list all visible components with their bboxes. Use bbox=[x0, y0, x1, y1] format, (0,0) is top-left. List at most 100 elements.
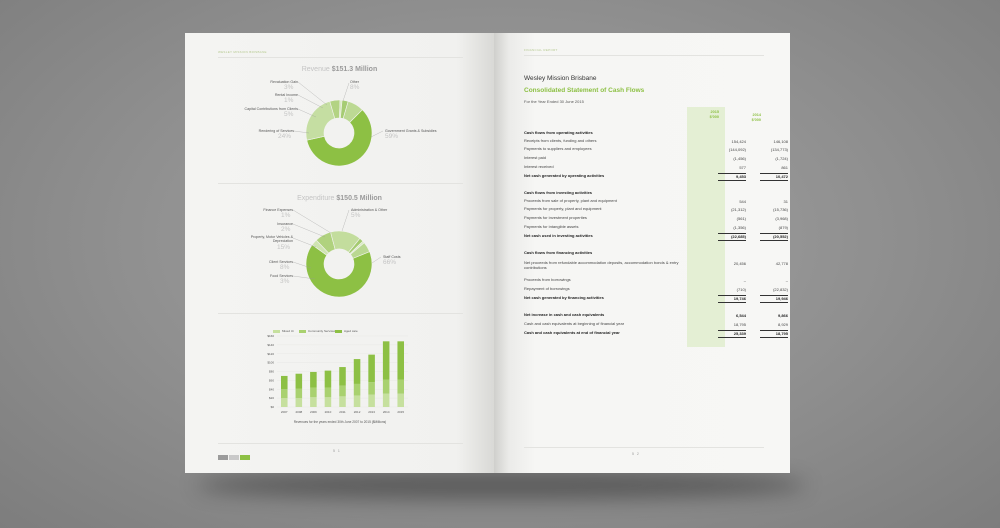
bar-y-tick-label: $100 bbox=[267, 361, 274, 365]
expenditure-slice-0 bbox=[305, 244, 373, 298]
bar-2009-2 bbox=[310, 371, 317, 388]
total-rule bbox=[760, 330, 788, 331]
bar-y-tick-label: $140 bbox=[267, 343, 274, 347]
leader-line-1 bbox=[297, 94, 324, 109]
bar-2011-1 bbox=[339, 385, 346, 397]
row-description: Net cash generated by financing activiti… bbox=[524, 295, 604, 300]
total-rule bbox=[760, 337, 788, 338]
revenue-pct-revaluation: 3% bbox=[284, 84, 294, 91]
total-rule bbox=[718, 233, 746, 234]
row-value-2014: 19,946 bbox=[775, 296, 788, 301]
bar-2012-0 bbox=[353, 395, 361, 407]
total-rule bbox=[718, 302, 746, 303]
total-rule bbox=[718, 295, 746, 296]
left-page-number: 5 1 bbox=[333, 449, 341, 453]
row-value-2014: 10,472 bbox=[775, 174, 788, 179]
bar-2008-2 bbox=[295, 373, 303, 389]
table-row: Net cash used in investing activities (22… bbox=[524, 233, 788, 242]
current-year-column-highlight bbox=[687, 107, 725, 347]
total-rule bbox=[760, 180, 788, 181]
row-value-2014: 18,795 bbox=[775, 331, 788, 336]
leader-line-3 bbox=[293, 130, 310, 134]
row-value-2014: (20,552) bbox=[773, 234, 788, 239]
revenue-label-other: Other bbox=[350, 80, 359, 84]
row-value-2014: – bbox=[785, 278, 788, 283]
bar-2007-0 bbox=[281, 398, 288, 407]
bar-y-tick-label: $60 bbox=[269, 378, 274, 382]
column-header-2014: 2014 $'000 bbox=[751, 113, 761, 122]
expenditure-label-admin: Administration & Other bbox=[351, 208, 388, 212]
table-row: Repayment of borrowings (710) (22,832) bbox=[524, 286, 788, 295]
row-value-2015: (144,092) bbox=[728, 147, 746, 152]
table-row: Net increase in cash and cash equivalent… bbox=[524, 312, 788, 321]
bar-x-tick-label: 2014 bbox=[383, 410, 390, 414]
bar-y-tick-label: $120 bbox=[267, 352, 274, 356]
table-row: Interest received 577 861 bbox=[524, 164, 788, 173]
table-row: Interest paid (1,456) (1,724) bbox=[524, 155, 788, 164]
bar-legend-item-3: Aged care bbox=[335, 329, 358, 333]
right-page-number: 5 2 bbox=[632, 452, 640, 456]
expenditure-pct-food-services: 3% bbox=[280, 278, 290, 285]
total-rule bbox=[760, 173, 788, 174]
bar-2013-2 bbox=[368, 354, 375, 383]
bar-2010-1 bbox=[324, 387, 332, 398]
bar-legend-item-2: Community Services bbox=[299, 329, 336, 333]
expenditure-label-property: Property, Motor Vehicles & Depreciation bbox=[250, 235, 293, 243]
row-value-2014: (1,724) bbox=[775, 156, 788, 161]
row-value-2014: (15,736) bbox=[773, 207, 788, 212]
revenue-label-rendering: Rendering of Services bbox=[258, 129, 294, 133]
left-page: WESLEY MISSION BRISBANE Revenue $151.3 M… bbox=[185, 33, 494, 473]
row-description: Cash flows from investing activities bbox=[524, 190, 593, 195]
row-description: Cash and cash equivalents at end of fina… bbox=[524, 330, 620, 335]
leader-line-11 bbox=[341, 209, 350, 232]
row-value-2015: 19,746 bbox=[733, 296, 746, 301]
row-description: Payments to suppliers and employees bbox=[524, 146, 592, 151]
revenue-label-capital: Capital Contributions from Clients bbox=[244, 107, 298, 111]
revenue-label-revaluation: Revaluation Gain bbox=[270, 80, 298, 84]
swatch-green bbox=[240, 455, 250, 460]
footer-rule-right bbox=[524, 447, 764, 448]
row-description: Repayment of borrowings bbox=[524, 286, 570, 291]
bar-2008-0 bbox=[295, 398, 303, 407]
bar-2015-1 bbox=[397, 379, 404, 394]
revenue-bar-chart: $0 $20 $40 $60 $80 $100 $120 $140 $160 2007 2008 20… bbox=[267, 334, 408, 414]
leader-line-10 bbox=[292, 275, 316, 280]
bar-x-tick-label: 2007 bbox=[281, 410, 288, 414]
expenditure-pct-client-services: 8% bbox=[280, 264, 290, 271]
revenue-pct-capital: 5% bbox=[284, 111, 294, 118]
row-value-2014: (22,832) bbox=[773, 287, 788, 292]
bar-2015-0 bbox=[397, 393, 404, 407]
leader-line-6 bbox=[292, 209, 332, 234]
revenue-pct-rendering: 24% bbox=[278, 133, 292, 140]
bar-2008-1 bbox=[295, 388, 303, 399]
total-rule bbox=[718, 240, 746, 241]
total-rule bbox=[760, 233, 788, 234]
statement-title: Consolidated Statement of Cash Flows bbox=[524, 87, 645, 94]
right-page-header: FINANCIAL REPORT bbox=[524, 48, 558, 52]
total-rule bbox=[760, 295, 788, 296]
row-value-2015: 577 bbox=[739, 165, 746, 170]
bar-2007-1 bbox=[281, 389, 288, 399]
bar-2010-0 bbox=[324, 397, 332, 407]
row-description: Cash flows from operating activities bbox=[524, 130, 593, 135]
bar-2013-1 bbox=[368, 382, 375, 395]
total-rule bbox=[718, 180, 746, 181]
swatch-grey-light bbox=[229, 455, 239, 460]
bar-2015-2 bbox=[397, 341, 404, 380]
bar-x-tick-label: 2012 bbox=[354, 410, 361, 414]
row-value-2015: (22,685) bbox=[731, 234, 746, 239]
leader-line-12 bbox=[371, 256, 382, 264]
bar-chart-caption: Revenues for the years ended 30th June 2… bbox=[293, 420, 387, 424]
row-description: Payments for property, plant and equipme… bbox=[524, 206, 602, 211]
table-row: Net proceeds from refundable accommodati… bbox=[524, 260, 788, 269]
table-row: Receipts from clients, funding and other… bbox=[524, 138, 788, 147]
brochure-shadow bbox=[196, 470, 806, 500]
row-value-2015: 9,453 bbox=[735, 174, 746, 179]
row-value-2014: (134,773) bbox=[770, 147, 788, 152]
bar-x-tick-label: 2013 bbox=[368, 410, 375, 414]
bar-y-tick-label: $160 bbox=[267, 334, 274, 338]
bar-2012-2 bbox=[353, 359, 361, 384]
bar-2014-0 bbox=[382, 393, 390, 407]
bar-y-tick-label: $0 bbox=[271, 405, 275, 409]
leader-line-4 bbox=[342, 82, 350, 102]
